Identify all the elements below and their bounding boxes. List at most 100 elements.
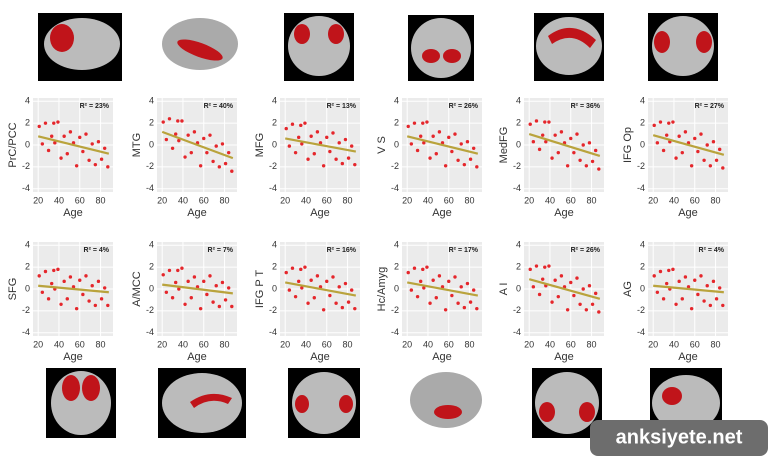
data-point [37, 274, 41, 278]
data-point [170, 146, 175, 150]
brain-image [38, 13, 122, 81]
y-axis-label: V S [376, 136, 388, 154]
x-tick-label: 60 [444, 339, 454, 349]
data-point [677, 279, 681, 284]
data-point [534, 264, 539, 268]
data-point [349, 288, 354, 292]
x-tick-label: 60 [199, 195, 209, 205]
data-point [581, 143, 585, 147]
data-point [176, 119, 180, 123]
data-point [471, 146, 476, 150]
x-tick-label: 60 [444, 195, 454, 205]
data-point [547, 120, 551, 124]
y-tick-label: -2 [146, 305, 154, 315]
x-tick-label: 20 [648, 195, 658, 205]
data-point [597, 167, 601, 171]
data-point [680, 150, 684, 155]
data-point [43, 269, 48, 274]
data-point [572, 150, 576, 155]
x-tick-label: 60 [75, 195, 85, 205]
data-point [346, 156, 351, 160]
y-tick-label: -4 [513, 183, 521, 193]
data-point [174, 132, 178, 136]
fit-line [284, 137, 357, 153]
data-point [87, 299, 91, 303]
y-tick-label: 4 [394, 240, 399, 250]
y-tick-label: -4 [513, 327, 521, 337]
data-point [40, 290, 45, 294]
y-tick-label: 0 [640, 139, 645, 149]
scatter-panel: -4 -2 0 2 4 20 40 60 80 R² = 36% Age MedFG [498, 96, 604, 219]
data-point [192, 275, 197, 279]
data-point [412, 121, 417, 125]
data-point [584, 164, 589, 168]
x-axis-label: Age [678, 351, 698, 363]
data-point [475, 306, 479, 311]
data-point [299, 267, 303, 272]
data-point [450, 149, 454, 154]
data-point [180, 119, 184, 123]
data-point [299, 123, 303, 128]
y-axis-label: MFG [254, 133, 266, 157]
x-tick-label: 40 [178, 339, 188, 349]
data-point [340, 161, 345, 166]
brain-image [288, 368, 360, 438]
fit-line [284, 281, 357, 297]
fit-line [406, 281, 479, 297]
data-point [665, 281, 669, 286]
x-tick-label: 40 [54, 339, 64, 349]
y-tick-label: -4 [22, 183, 30, 193]
y-tick-label: 0 [25, 283, 30, 293]
data-point [321, 164, 326, 168]
y-tick-label: 4 [272, 240, 277, 250]
data-point [84, 132, 88, 136]
data-point [534, 119, 539, 123]
data-point [531, 285, 536, 289]
y-tick-label: 0 [394, 139, 399, 149]
data-point [717, 286, 722, 290]
fit-line [653, 284, 724, 294]
annotation: R² = 13% [327, 103, 357, 110]
data-point [531, 140, 536, 144]
data-point [56, 267, 60, 272]
data-point [40, 142, 45, 146]
data-point [714, 158, 719, 163]
x-tick-label: 60 [199, 339, 209, 349]
data-point [597, 310, 601, 314]
y-axis-label: IFG Op [622, 127, 634, 163]
x-tick-label: 20 [524, 339, 534, 349]
x-tick-label: 60 [75, 339, 85, 349]
data-point [652, 274, 656, 278]
data-point [468, 157, 473, 161]
data-point [284, 270, 288, 275]
x-tick-label: 80 [343, 339, 353, 349]
y-tick-label: 4 [516, 96, 521, 106]
annotation: R² = 27% [695, 103, 725, 110]
data-point [226, 286, 231, 290]
data-point [287, 144, 292, 148]
data-point [462, 305, 467, 310]
y-tick-label: 0 [149, 283, 154, 293]
data-point [425, 120, 429, 124]
data-point [587, 284, 592, 288]
x-tick-label: 20 [648, 339, 658, 349]
data-point [50, 281, 54, 286]
y-tick-label: 2 [272, 262, 277, 272]
data-point [226, 150, 231, 155]
data-point [689, 164, 694, 168]
x-axis-label: Age [554, 207, 574, 219]
data-point [702, 299, 706, 303]
data-point [74, 164, 79, 168]
y-tick-label: 4 [25, 240, 30, 250]
x-tick-label: 80 [711, 339, 721, 349]
data-point [325, 135, 329, 140]
data-point [81, 149, 85, 154]
y-tick-label: 0 [516, 283, 521, 293]
data-point [177, 138, 181, 143]
data-point [671, 267, 675, 272]
x-tick-label: 80 [587, 339, 597, 349]
data-point [708, 303, 713, 308]
y-axis-label: PrC/PCC [7, 122, 19, 167]
data-point [543, 120, 547, 124]
